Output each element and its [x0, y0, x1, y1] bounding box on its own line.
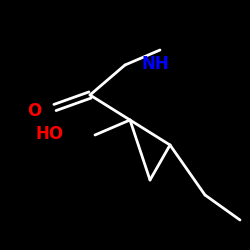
Text: HO: HO	[36, 125, 64, 143]
Text: NH: NH	[141, 55, 169, 73]
Text: O: O	[26, 102, 41, 120]
